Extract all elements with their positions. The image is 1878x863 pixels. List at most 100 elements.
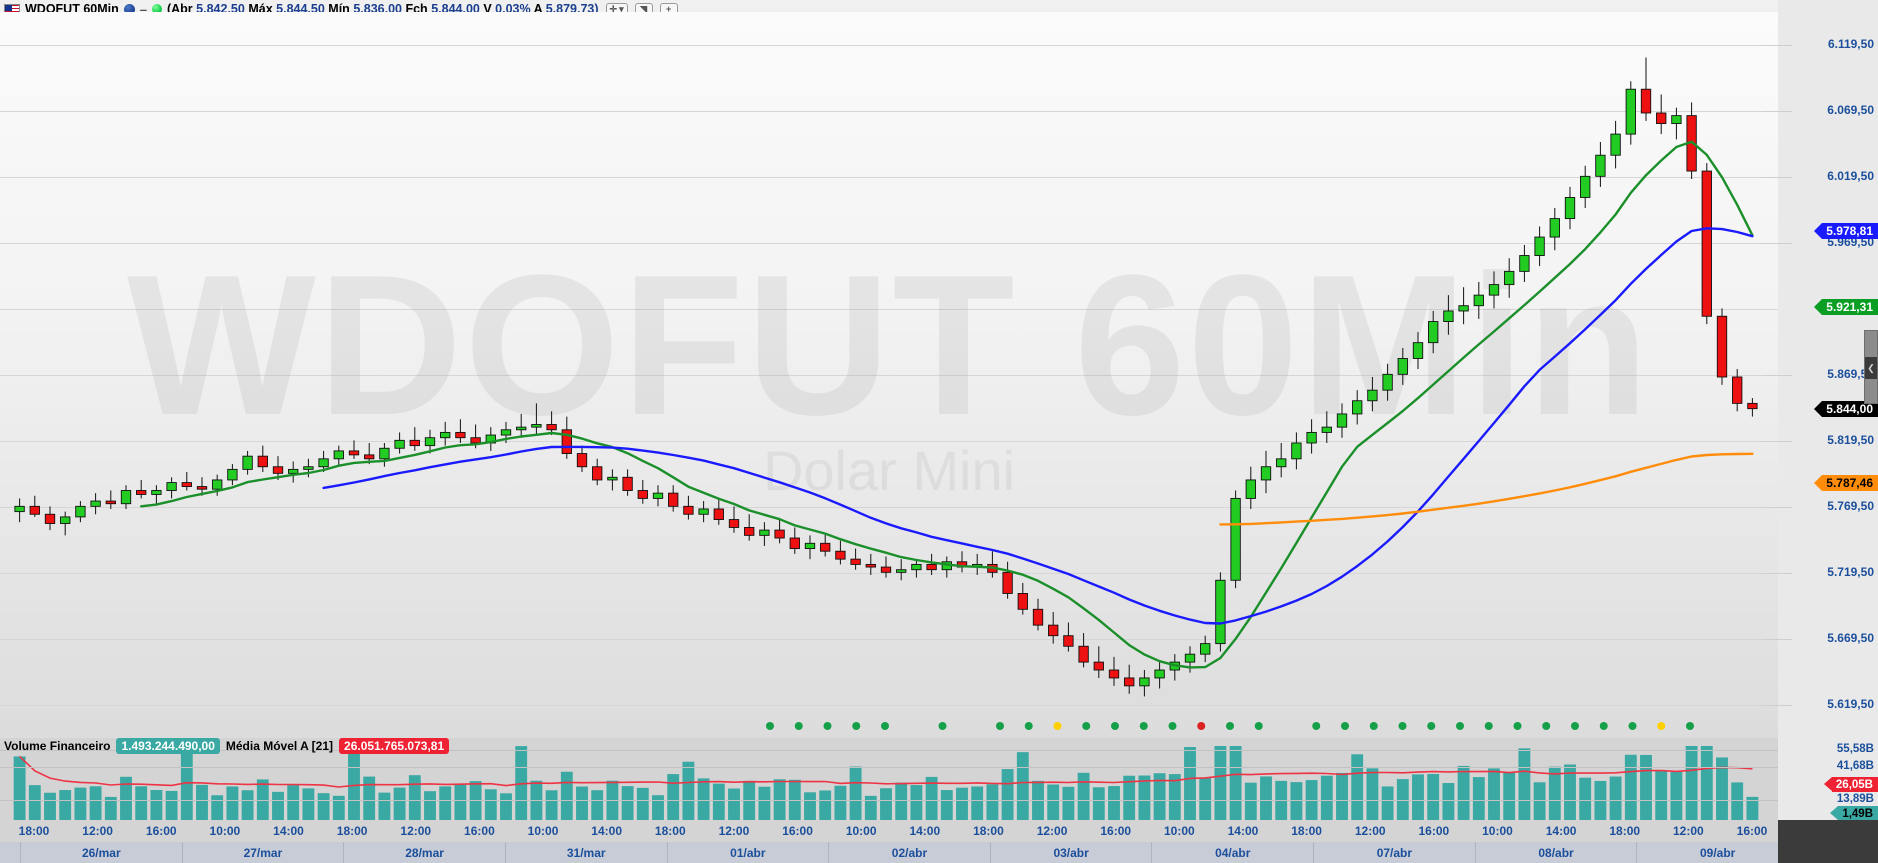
volume-bar[interactable]	[500, 793, 512, 820]
volume-bar[interactable]	[652, 795, 664, 820]
volume-bar[interactable]	[211, 795, 224, 820]
date-axis-cell[interactable]: 03/abr	[989, 842, 1152, 863]
date-axis-cell[interactable]: 09/abr	[1636, 842, 1798, 863]
date-axis-cell[interactable]: 27/mar	[181, 842, 344, 863]
candle-body[interactable]	[364, 454, 375, 460]
candle-body[interactable]	[151, 490, 162, 495]
candle-body[interactable]	[303, 466, 314, 470]
volume-bar[interactable]	[1351, 754, 1364, 820]
volume-ma-tag[interactable]: 26,05B	[1823, 777, 1878, 792]
candle-body[interactable]	[1640, 88, 1652, 114]
candle-body[interactable]	[409, 439, 420, 447]
volume-bar[interactable]	[895, 782, 908, 820]
volume-bar[interactable]	[1199, 777, 1212, 820]
volume-bar[interactable]	[591, 790, 604, 820]
signal-dot[interactable]	[1484, 722, 1493, 730]
price-chart-plot[interactable]: WDOFUT 60Min Dolar Mini	[0, 12, 1778, 738]
volume-bar[interactable]	[1108, 786, 1120, 820]
candle-body[interactable]	[1428, 321, 1439, 344]
candle-body[interactable]	[607, 476, 618, 481]
volume-bar[interactable]	[1016, 752, 1029, 820]
candle-body[interactable]	[1534, 236, 1545, 256]
date-axis-cell[interactable]: 01/abr	[666, 842, 829, 863]
volume-bar[interactable]	[363, 776, 376, 820]
candle-body[interactable]	[1549, 218, 1560, 238]
signal-dot[interactable]	[1111, 722, 1119, 730]
candle-body[interactable]	[455, 431, 466, 439]
candle-body[interactable]	[181, 482, 192, 487]
volume-bar[interactable]	[1184, 747, 1196, 820]
volume-bar[interactable]	[1168, 774, 1181, 820]
vertical-scrollbar[interactable]: ❮	[1864, 330, 1878, 404]
volume-bar[interactable]	[545, 790, 558, 820]
candle-body[interactable]	[348, 450, 360, 456]
candle-body[interactable]	[1230, 497, 1241, 581]
volume-bar[interactable]	[667, 774, 680, 820]
candle-body[interactable]	[637, 490, 648, 499]
volume-bar[interactable]	[302, 788, 315, 820]
candle-body[interactable]	[1352, 400, 1363, 415]
volume-bar[interactable]	[484, 789, 497, 820]
candle-body[interactable]	[196, 486, 208, 490]
signal-dot[interactable]	[1312, 722, 1321, 730]
candle-body[interactable]	[789, 537, 800, 550]
volume-bar[interactable]	[120, 776, 132, 820]
volume-bar[interactable]	[393, 787, 406, 820]
candle-body[interactable]	[1625, 88, 1636, 135]
ma-blue-tag[interactable]: 5.978,81	[1814, 222, 1878, 239]
candle-body[interactable]	[120, 490, 132, 505]
candle-body[interactable]	[561, 429, 572, 454]
candle-body[interactable]	[242, 455, 253, 470]
signal-dot[interactable]	[766, 722, 774, 730]
volume-bar[interactable]	[1609, 776, 1622, 820]
candle-body[interactable]	[1260, 466, 1272, 481]
volume-bar[interactable]	[150, 789, 163, 820]
signal-dot[interactable]	[996, 722, 1004, 730]
volume-bar[interactable]	[758, 786, 771, 820]
candle-body[interactable]	[1139, 677, 1150, 687]
signal-dot[interactable]	[852, 722, 861, 730]
candle-body[interactable]	[1716, 315, 1728, 378]
time-axis[interactable]: 18:00 12:00 16:00 10:00 14:00 18:00 12:00 16:00…	[0, 820, 1878, 842]
volume-bar[interactable]	[180, 753, 193, 820]
volume-bar[interactable]	[424, 791, 436, 820]
candle-body[interactable]	[1656, 112, 1667, 124]
candle-body[interactable]	[1154, 669, 1165, 679]
candle-body[interactable]	[1093, 661, 1104, 671]
volume-bar[interactable]	[1001, 769, 1014, 820]
candle-body[interactable]	[1200, 643, 1211, 655]
volume-bar[interactable]	[241, 790, 254, 820]
volume-axis[interactable]: 55,58B 41,68B 13,89B 26,05B 1,49B	[1778, 738, 1878, 821]
candle-body[interactable]	[1017, 593, 1028, 610]
volume-bar[interactable]	[196, 784, 208, 820]
candle-body[interactable]	[1580, 175, 1591, 198]
volume-bar[interactable]	[819, 790, 832, 820]
volume-bar[interactable]	[1047, 784, 1060, 820]
volume-bar[interactable]	[925, 776, 938, 820]
signal-dot[interactable]	[823, 722, 832, 730]
candle-body[interactable]	[531, 424, 542, 428]
volume-bar[interactable]	[1260, 776, 1272, 820]
candle-body[interactable]	[1321, 426, 1332, 433]
candle-body[interactable]	[60, 516, 71, 524]
candle-body[interactable]	[90, 500, 101, 507]
signal-dot[interactable]	[1657, 722, 1666, 730]
volume-bar[interactable]	[104, 796, 117, 820]
volume-bar[interactable]	[682, 761, 695, 820]
volume-bar[interactable]	[74, 787, 87, 820]
candle-body[interactable]	[44, 513, 56, 524]
volume-bar[interactable]	[1533, 782, 1546, 820]
candle-body[interactable]	[1443, 310, 1454, 322]
volume-bar[interactable]	[1746, 796, 1759, 820]
candle-body[interactable]	[379, 447, 390, 460]
volume-bar[interactable]	[1153, 773, 1166, 820]
signal-dot[interactable]	[1542, 722, 1551, 730]
signal-dot[interactable]	[938, 722, 947, 730]
volume-bar[interactable]	[956, 787, 968, 820]
volume-bar[interactable]	[1396, 779, 1409, 820]
volume-bar[interactable]	[408, 775, 421, 820]
candle-body[interactable]	[318, 458, 329, 468]
date-axis-cell[interactable]: 26/mar	[20, 842, 182, 863]
volume-bar[interactable]	[773, 779, 786, 820]
volume-bar[interactable]	[1244, 782, 1257, 820]
